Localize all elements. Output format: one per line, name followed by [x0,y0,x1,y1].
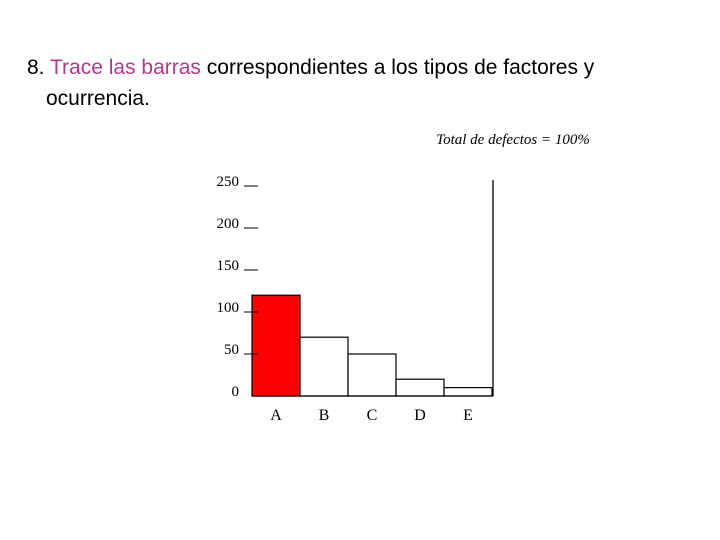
bar-e [443,387,493,397]
x-category-label: B [319,407,330,424]
slide-title: 8. Trace las barras correspondientes a l… [27,52,707,114]
y-tick-label: 50 [224,342,239,358]
total-defects-annotation: Total de defectos = 100% [436,132,590,148]
y-tick-label: 200 [217,216,240,232]
y-tick-label: 150 [217,258,240,274]
bar-a [251,294,301,397]
y-tick-label: 0 [232,384,240,400]
bar-d [395,378,445,397]
y-tick-label: 100 [217,300,240,316]
title-rest: correspondientes a los tipos de factores… [206,56,595,79]
x-labels-group: A B C D E [270,407,473,424]
y-tick-label: 250 [217,174,240,190]
title-line2: ocurrencia. [46,87,150,110]
bar-c [347,353,397,397]
title-number: 8. [27,56,45,79]
x-category-label: C [367,407,378,424]
title-highlight: Trace las barras [49,56,201,79]
y-ticks-group: 250 200 150 100 50 0 [217,174,258,400]
x-category-label: D [414,407,426,424]
bar-b [299,336,349,397]
bars-group [251,294,493,397]
x-category-label: A [270,407,282,424]
x-category-label: E [463,407,473,424]
